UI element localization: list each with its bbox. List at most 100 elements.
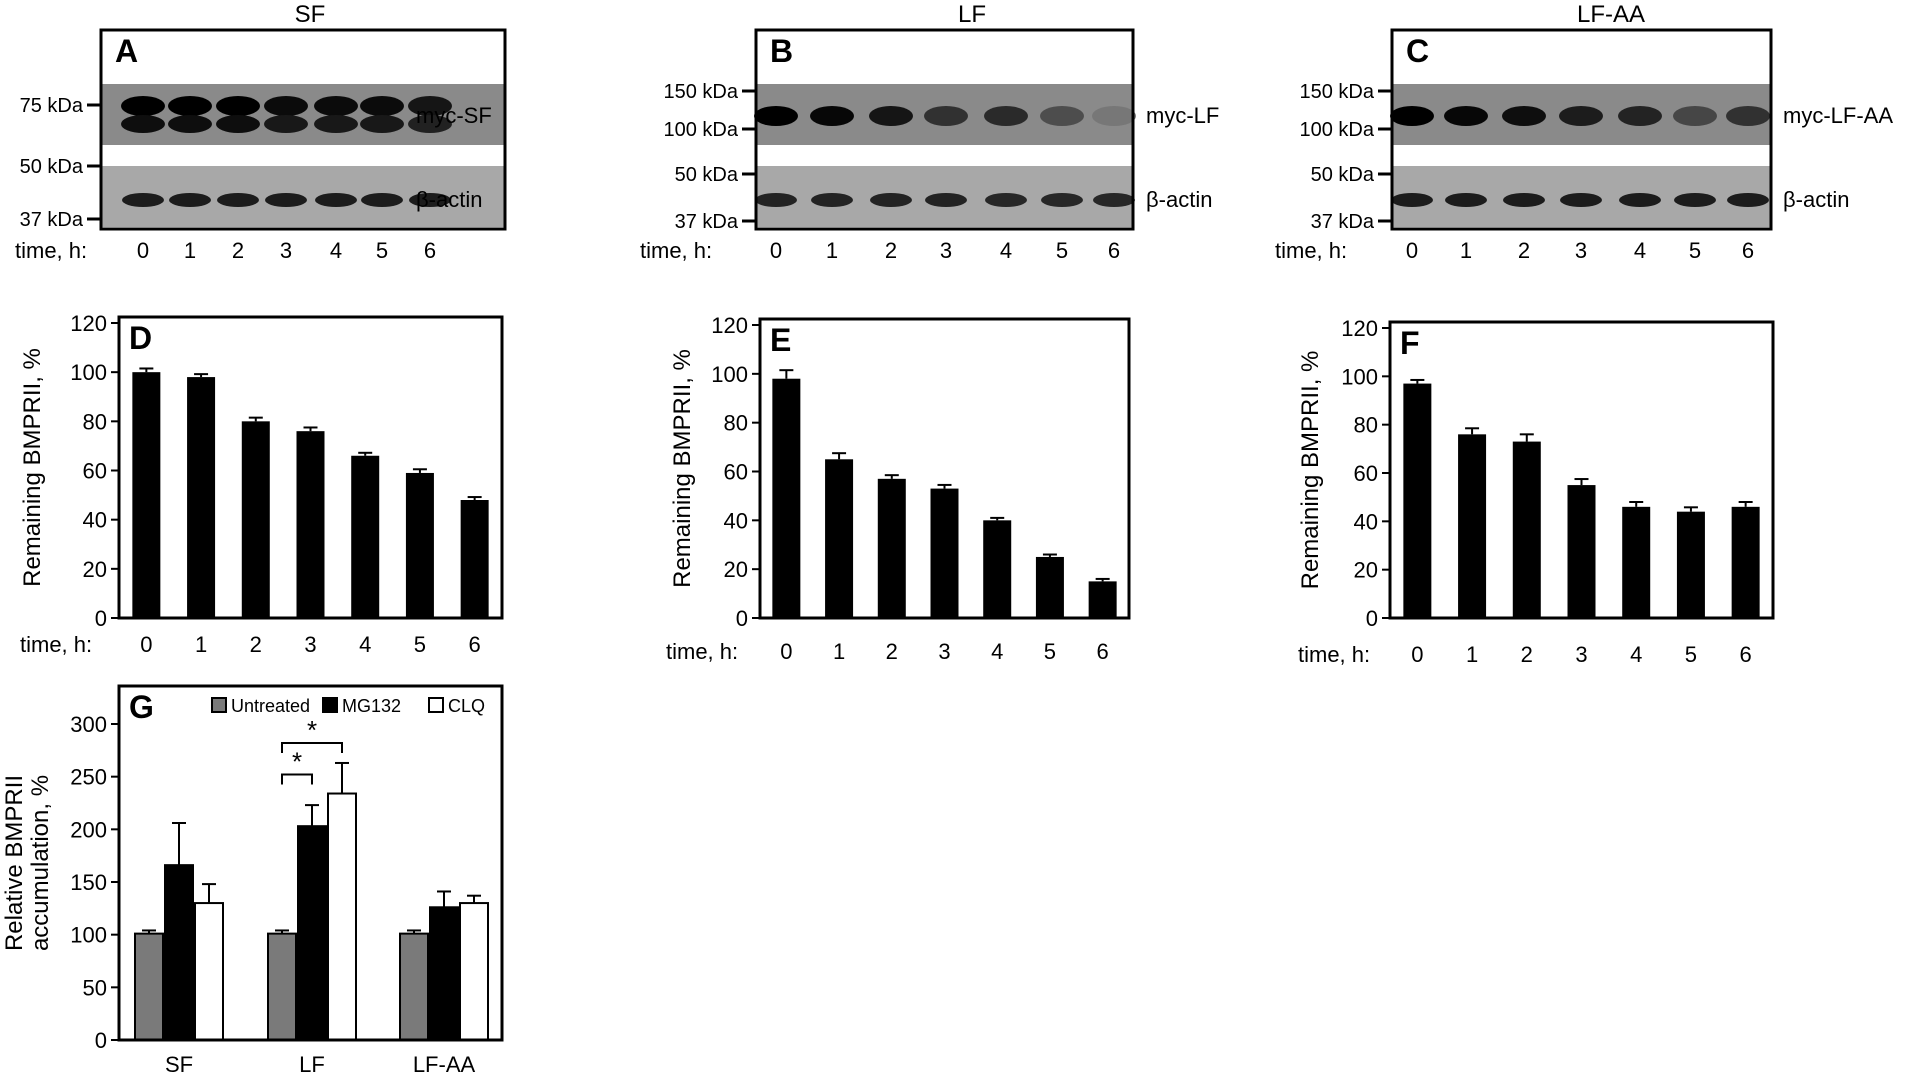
x-tick-label: 0: [780, 639, 792, 664]
y-tick-label: 20: [83, 557, 107, 582]
y-tick-label: 0: [95, 606, 107, 631]
blot-band: [1444, 106, 1488, 126]
time-label: time, h:: [15, 238, 87, 263]
blot-band: [1673, 106, 1717, 126]
band-label: myc-LF: [1146, 103, 1219, 128]
x-tick-label: 6: [469, 632, 481, 657]
blot-band: [924, 106, 968, 126]
y-tick-label: 120: [1341, 316, 1378, 341]
x-axis-label: time, h:: [1298, 642, 1370, 667]
legend-label: Untreated: [231, 696, 310, 716]
y-tick-label: 250: [70, 765, 107, 790]
y-tick-label: 0: [736, 606, 748, 631]
time-tick-label: 0: [770, 238, 782, 263]
time-tick-label: 4: [1000, 238, 1012, 263]
x-tick-label: 6: [1097, 639, 1109, 664]
bar: [351, 455, 380, 618]
blot-band: [1092, 106, 1136, 126]
bar-clq: [327, 792, 357, 1042]
x-tick-label: SF: [165, 1052, 193, 1076]
bar-mg132: [429, 906, 459, 1042]
bar: [187, 377, 216, 618]
bar-chart-e: 0 20 40 60 80 100 120 0 1 2 3 4 5 6 E Remaining BMPRII,…: [666, 313, 1131, 664]
bar-clq: [194, 902, 224, 1041]
panel-letter: D: [129, 320, 152, 356]
y-tick-label: 200: [70, 817, 107, 842]
band-label: β-actin: [1783, 187, 1849, 212]
bar: [460, 500, 489, 618]
y-tick-label: 60: [83, 459, 107, 484]
blot-panel-b: LF B 150 kDa 100 kDa 50 kDa 37 kDa myc-LF β-act…: [640, 1, 1219, 263]
bar-clq: [459, 902, 489, 1041]
blot-band: [314, 115, 358, 133]
bar: [1731, 506, 1760, 618]
blot-band: [1093, 193, 1135, 207]
y-tick-label: 80: [83, 409, 107, 434]
bar: [772, 378, 801, 618]
bar: [241, 421, 270, 618]
blot-band: [264, 115, 308, 133]
blot-band: [168, 96, 212, 116]
bar: [1622, 506, 1651, 618]
blot-band: [216, 115, 260, 133]
blot-band: [408, 115, 452, 133]
blot-band: [122, 193, 164, 207]
bar: [405, 472, 434, 618]
x-tick-label: 0: [1411, 642, 1423, 667]
blot-band: [361, 193, 403, 207]
blot-band: [1391, 193, 1433, 207]
bar: [877, 478, 906, 618]
time-tick-label: 0: [1406, 238, 1418, 263]
band-label: myc-SF: [416, 103, 492, 128]
legend-swatch: [322, 697, 338, 713]
bar-untreated: [267, 932, 297, 1042]
kda-marker-label: 50 kDa: [1311, 164, 1375, 186]
panel-letter: G: [129, 689, 154, 725]
blot-band: [811, 193, 853, 207]
significance-bracket: [281, 773, 313, 785]
significance-bracket: [281, 741, 343, 753]
blot-band: [1390, 106, 1434, 126]
bar: [1458, 434, 1487, 618]
time-tick-label: 3: [940, 238, 952, 263]
kda-marker-label: 150 kDa: [664, 81, 739, 103]
bar-mg132: [164, 864, 194, 1041]
blot-band: [925, 193, 967, 207]
bar: [1403, 383, 1432, 618]
time-tick-label: 5: [1689, 238, 1701, 263]
y-tick-label: 100: [70, 360, 107, 385]
blot-band: [1040, 106, 1084, 126]
band-label: β-actin: [416, 187, 482, 212]
time-tick-label: 0: [137, 238, 149, 263]
band-label: myc-LF-AA: [1783, 103, 1893, 128]
y-tick-label: 150: [70, 870, 107, 895]
x-tick-label: 5: [1044, 639, 1056, 664]
blot-frame: [99, 28, 507, 231]
y-tick-label: 40: [83, 508, 107, 533]
y-tick-label: 20: [724, 557, 748, 582]
blot-title: LF: [958, 1, 986, 28]
bar: [132, 372, 161, 618]
blot-band: [1727, 193, 1769, 207]
bar-chart-f: 0 20 40 60 80 100 120 0 1 2 3 4 5 6 F Remaining BMPRII,…: [1297, 316, 1775, 667]
blot-band: [755, 193, 797, 207]
y-tick-label: 80: [1354, 413, 1378, 438]
blot-band: [985, 193, 1027, 207]
kda-marker-label: 37 kDa: [20, 209, 84, 231]
blot-band: [1726, 106, 1770, 126]
chart-frame: [758, 317, 1131, 620]
bar: [296, 431, 325, 618]
legend-swatch: [211, 697, 227, 713]
blot-band: [1503, 193, 1545, 207]
blot-band: [870, 193, 912, 207]
panel-letter: C: [1406, 33, 1429, 69]
kda-marker-label: 75 kDa: [20, 95, 84, 117]
y-tick-label: 60: [724, 460, 748, 485]
time-tick-label: 2: [232, 238, 244, 263]
y-tick-label: 0: [1366, 606, 1378, 631]
blot-band: [121, 96, 165, 116]
time-label: time, h:: [640, 238, 712, 263]
time-tick-label: 1: [184, 238, 196, 263]
kda-marker-label: 50 kDa: [20, 156, 84, 178]
